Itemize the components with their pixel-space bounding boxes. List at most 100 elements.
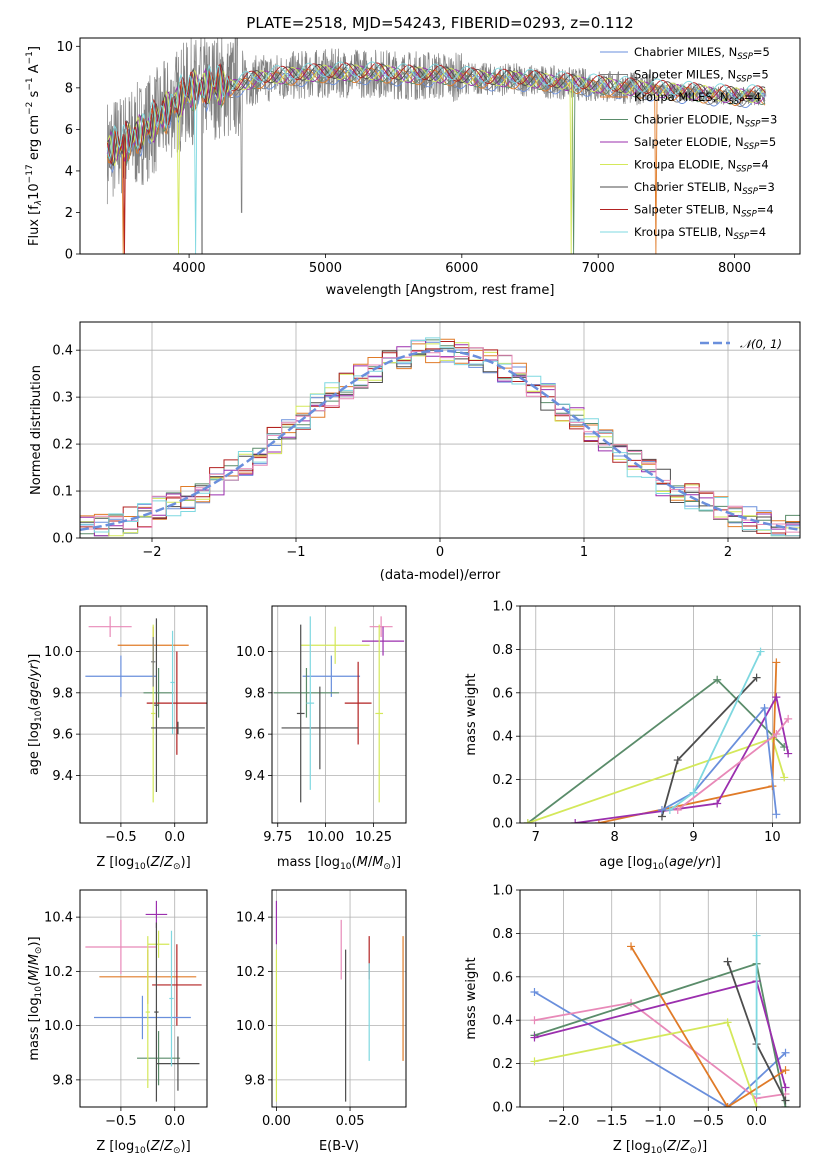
mass-weight-marker xyxy=(752,1103,761,1107)
y-tick-label: 10.2 xyxy=(44,965,73,980)
mass-weight-marker xyxy=(673,756,682,765)
y-tick-label: 0.6 xyxy=(492,970,513,985)
y-tick-label: 10.0 xyxy=(44,1019,73,1034)
x-tick-label: −0.5 xyxy=(692,1114,724,1129)
y-tick-label: 8 xyxy=(65,81,73,96)
mass-weight-marker xyxy=(784,749,793,758)
legend-entry: Kroupa MILES, NSSP=4 xyxy=(634,90,761,107)
y-axis-label: mass [log10(M/M⊙)] xyxy=(27,936,44,1060)
legend-entry: Chabrier STELIB, NSSP=3 xyxy=(634,180,775,197)
y-tick-label: 0 xyxy=(65,248,73,263)
mass-weight-marker xyxy=(530,1016,539,1025)
mass-weight-marker xyxy=(780,773,789,782)
x-axis-label: E(B-V) xyxy=(319,1139,359,1154)
axes-frame xyxy=(519,605,801,824)
mass-vs-ebv-panel: 0.00 0.05 9.8 10.0 10.2 10.4 E(B-V) xyxy=(236,889,407,1154)
y-tick-label: 0.3 xyxy=(52,391,73,406)
y-axis-label: mass weight xyxy=(464,673,479,755)
y-axis-label: Normed distribution xyxy=(29,365,44,495)
mass-weight-marker xyxy=(781,1096,790,1105)
y-tick-label: 10.0 xyxy=(236,1019,265,1034)
mass-weight-line xyxy=(598,662,778,823)
mass-weight-marker xyxy=(689,788,698,797)
axes-frame xyxy=(79,605,208,824)
x-tick-label: 0.05 xyxy=(336,1114,365,1129)
x-axis-label: age [log10(age/yr)] xyxy=(599,855,721,872)
x-tick-label: 4000 xyxy=(173,261,206,276)
x-axis-label: Z [log10(Z/Z⊙)] xyxy=(96,1139,190,1156)
y-tick-label: 0.0 xyxy=(52,532,73,547)
x-axis-label: mass [log10(M/M⊙)] xyxy=(277,855,401,872)
y-tick-label: 0.2 xyxy=(52,438,73,453)
model-spectrum-line xyxy=(106,61,766,254)
legend-entry: Chabrier ELODIE, NSSP=3 xyxy=(634,113,777,130)
mass-weight-line xyxy=(669,651,762,811)
x-tick-label: −2 xyxy=(142,545,161,560)
mass-weight-line xyxy=(661,705,778,815)
mass-weight-marker xyxy=(752,931,761,940)
age-vs-metallicity-panel: −0.5 0.0 9.4 9.6 9.8 10.0 Z [log10(Z/Z⊙)] age [… xyxy=(27,605,208,872)
y-tick-label: 0.0 xyxy=(492,1101,513,1116)
mass-weight-line xyxy=(661,676,758,817)
mass-weight-marker xyxy=(665,805,674,814)
x-tick-label: 0.0 xyxy=(164,1114,185,1129)
y-tick-label: 9.8 xyxy=(52,1073,73,1088)
legend-entry: 𝒩(0, 1) xyxy=(740,337,782,351)
mass-weight-vs-age-panel: 7 8 9 10 0.0 0.2 0.4 0.6 0.8 1.0 age [log10(age/yr… xyxy=(464,600,801,872)
y-tick-label: 10.0 xyxy=(44,645,73,660)
x-tick-label: 5000 xyxy=(309,261,342,276)
model-spectrum-line xyxy=(106,64,766,254)
mass-weight-marker xyxy=(713,799,722,808)
axes-frame xyxy=(79,37,801,255)
axes-frame xyxy=(271,605,407,824)
x-tick-label: 2 xyxy=(724,545,732,560)
x-tick-label: −1.5 xyxy=(596,1114,628,1129)
y-tick-label: 9.6 xyxy=(244,728,265,743)
x-tick-label: −1 xyxy=(286,545,305,560)
x-tick-label: 10 xyxy=(764,830,781,845)
x-tick-label: 7 xyxy=(532,830,540,845)
y-tick-label: 0.8 xyxy=(492,927,513,942)
x-tick-label: 9 xyxy=(689,830,697,845)
x-tick-label: 0.00 xyxy=(262,1114,291,1129)
mass-weight-line xyxy=(630,945,786,1107)
mass-weight-marker xyxy=(756,647,765,656)
legend-entry: Chabrier MILES, NSSP=5 xyxy=(634,45,770,62)
y-tick-label: 0.4 xyxy=(52,344,73,359)
y-axis-label: Flux [fλ10−17 erg cm−2 s−1 A−1] xyxy=(25,46,44,246)
y-tick-label: 10.0 xyxy=(236,645,265,660)
x-tick-label: 1 xyxy=(580,545,588,560)
y-tick-label: 9.8 xyxy=(52,686,73,701)
y-tick-label: 9.8 xyxy=(244,1073,265,1088)
y-tick-label: 10.4 xyxy=(236,911,265,926)
mass-weight-marker xyxy=(723,1103,732,1107)
figure-title: PLATE=2518, MJD=54243, FIBERID=0293, z=0… xyxy=(246,14,633,32)
x-axis-label: (data-model)/error xyxy=(380,568,501,583)
legend-entry: Salpeter MILES, NSSP=5 xyxy=(634,68,769,85)
y-tick-label: 9.6 xyxy=(52,728,73,743)
mass-weight-marker xyxy=(772,693,781,702)
y-tick-label: 0.6 xyxy=(492,686,513,701)
model-spectrum-line xyxy=(106,63,766,166)
y-tick-label: 0.8 xyxy=(492,643,513,658)
mass-weight-marker xyxy=(772,730,781,739)
mass-weight-marker xyxy=(772,658,781,667)
x-tick-label: 0 xyxy=(436,545,444,560)
mass-weight-marker xyxy=(523,819,532,823)
mass-weight-marker xyxy=(723,1018,732,1027)
mass-weight-marker xyxy=(784,714,793,723)
y-tick-label: 0.2 xyxy=(492,773,513,788)
y-tick-label: 6 xyxy=(65,123,73,138)
y-tick-label: 10 xyxy=(56,40,73,55)
plot-area xyxy=(106,38,767,254)
mass-weight-marker xyxy=(530,987,539,996)
mass-weight-marker xyxy=(772,810,781,819)
x-tick-label: 7000 xyxy=(582,261,615,276)
mass-weight-marker xyxy=(713,675,722,684)
mass-weight-marker xyxy=(723,957,732,966)
mass-weight-line xyxy=(534,1021,758,1107)
mass-weight-marker xyxy=(781,1066,790,1075)
axes-frame xyxy=(271,889,407,1108)
y-tick-label: 10.4 xyxy=(44,911,73,926)
plot-area xyxy=(85,900,202,1102)
